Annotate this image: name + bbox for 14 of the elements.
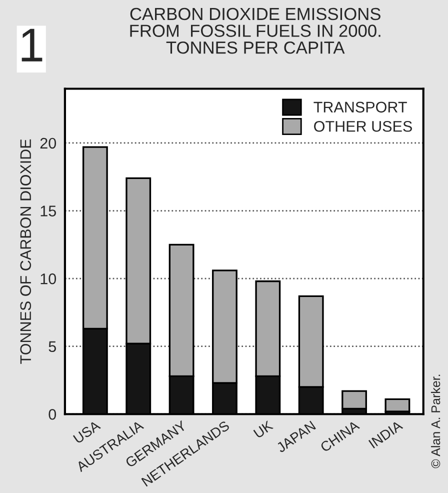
- bar: [342, 390, 367, 410]
- text: © Alan A. Parker.: [430, 374, 440, 468]
- bar: [384, 398, 410, 412]
- chart-title: CARBON DIOXIDE EMISSIONS FROM FOSSIL FUELS IN 2000. TONNES PER CAPITA: [130, 8, 380, 54]
- x-tick-label: UK: [253, 420, 274, 438]
- y-tick-label: 20: [40, 138, 56, 149]
- legend-label: OTHER USES: [314, 120, 412, 132]
- text: 1: [22, 28, 42, 62]
- y-axis-title: TONNES OF CARBON DIOXIDE: [20, 139, 32, 364]
- legend-label: TRANSPORT: [314, 102, 407, 113]
- y-tick-label: 15: [40, 206, 56, 216]
- y-tick-label: 10: [40, 273, 56, 284]
- y-tick-label: 0: [48, 408, 56, 420]
- y-tick-label: 5: [48, 341, 56, 352]
